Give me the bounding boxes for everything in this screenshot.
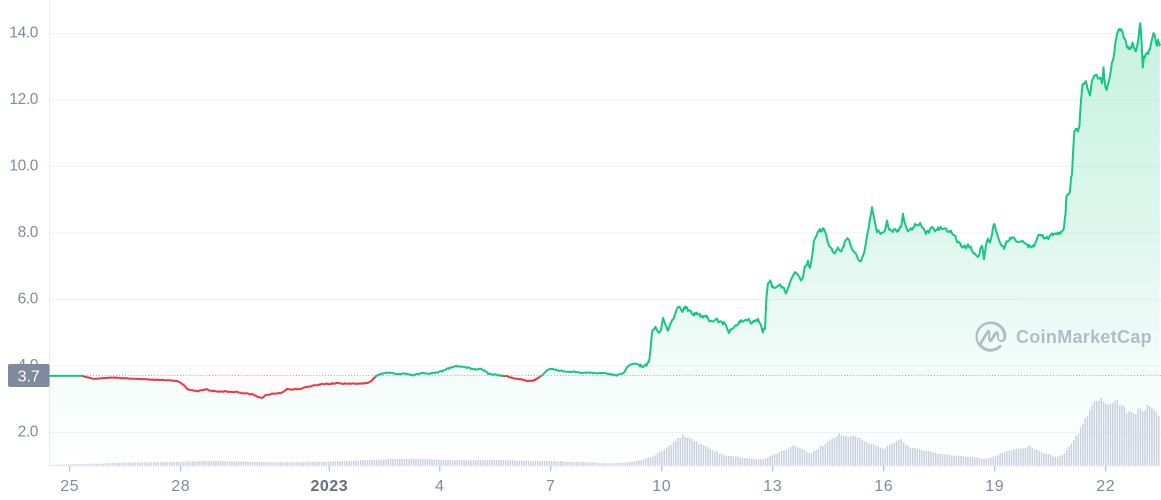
svg-text:8.0: 8.0 [18, 224, 39, 241]
svg-text:28: 28 [171, 478, 190, 495]
svg-text:2023: 2023 [311, 478, 349, 495]
svg-text:12.0: 12.0 [9, 91, 38, 108]
svg-text:6.0: 6.0 [18, 291, 39, 308]
svg-text:4: 4 [435, 478, 444, 495]
svg-text:3.7: 3.7 [18, 369, 40, 386]
svg-text:25: 25 [60, 478, 79, 495]
svg-text:13: 13 [763, 478, 782, 495]
svg-text:2.0: 2.0 [18, 424, 39, 441]
svg-text:10.0: 10.0 [9, 158, 38, 175]
svg-text:7: 7 [546, 478, 555, 495]
svg-text:19: 19 [985, 478, 1004, 495]
svg-text:10: 10 [652, 478, 671, 495]
svg-text:22: 22 [1096, 478, 1115, 495]
svg-text:CoinMarketCap: CoinMarketCap [1016, 327, 1152, 347]
svg-text:14.0: 14.0 [9, 25, 38, 42]
svg-text:16: 16 [874, 478, 893, 495]
